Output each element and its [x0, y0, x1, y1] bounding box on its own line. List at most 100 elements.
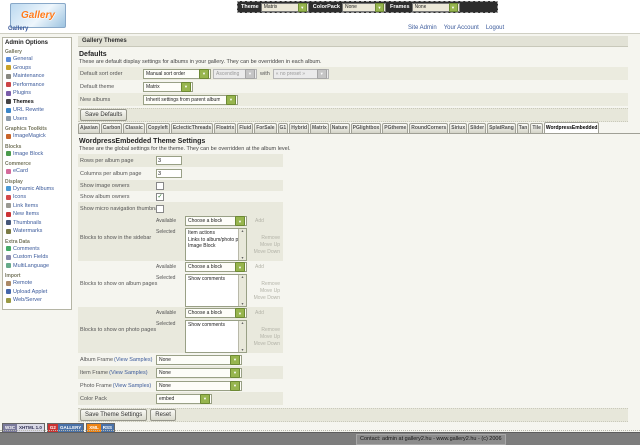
view-samples-link[interactable]: (View Samples)	[114, 356, 153, 363]
columns-per-album-input[interactable]	[156, 169, 182, 178]
tab-matrix[interactable]: Matrix	[310, 123, 329, 133]
sidebar-item-general[interactable]: General	[5, 55, 69, 64]
tab-classic[interactable]: Classic	[123, 123, 145, 133]
listbox-option[interactable]: Show comments	[188, 276, 225, 282]
tab-floatrix[interactable]: Floatrix	[214, 123, 237, 133]
scroll-down-icon[interactable]: ▼	[240, 256, 245, 260]
sidebar-item-remote[interactable]: Remote	[5, 279, 69, 288]
default-theme-select[interactable]: Matrix ▼	[143, 81, 193, 92]
move-up-link[interactable]: Move Up	[259, 241, 280, 248]
link-logout[interactable]: Logout	[485, 25, 505, 31]
sidebar-item-watermarks[interactable]: Watermarks	[5, 227, 69, 236]
scrollbar[interactable]: ▲ ▼	[238, 321, 246, 352]
move-up-link[interactable]: Move Up	[259, 287, 280, 294]
tab-eclecticthreads[interactable]: EclecticThreads	[170, 123, 214, 133]
move-down-link[interactable]: Move Down	[253, 294, 280, 301]
tab-siriux[interactable]: Siriux	[449, 123, 468, 133]
link-your-account[interactable]: Your Account	[443, 25, 479, 31]
scrollbar[interactable]: ▲ ▼	[238, 275, 246, 306]
scroll-up-icon[interactable]: ▲	[240, 275, 245, 279]
gallery-logo[interactable]: Gallery	[10, 3, 66, 28]
tab-g1[interactable]: G1	[277, 123, 289, 133]
view-samples-link[interactable]: (View Samples)	[112, 382, 152, 389]
tab-nature[interactable]: Nature	[329, 123, 350, 133]
rows-per-album-input[interactable]	[156, 156, 182, 165]
scrollbar[interactable]: ▲ ▼	[238, 229, 246, 260]
sidebar-item-link-items[interactable]: Link Items	[5, 202, 69, 211]
listbox-option[interactable]: Item actions	[188, 230, 215, 236]
site-theme-select[interactable]: Matrix ▼	[260, 2, 309, 12]
colorpack-select[interactable]: None ▼	[341, 2, 386, 12]
reset-button[interactable]: Reset	[150, 409, 176, 421]
sidebar-item-comments[interactable]: Comments	[5, 245, 69, 254]
choose-block-select[interactable]: Choose a block ▼	[185, 308, 247, 318]
tab-carbon[interactable]: Carbon	[100, 123, 123, 133]
tab-fluid[interactable]: Fluid	[237, 123, 254, 133]
sidebar-item-groups[interactable]: Groups	[5, 64, 69, 73]
tab-tile[interactable]: Tile	[530, 123, 543, 133]
move-up-link[interactable]: Move Up	[259, 333, 280, 340]
show-image-owners-checkbox[interactable]	[156, 181, 164, 190]
tab-wordpressembedded[interactable]: WordpressEmbedded	[543, 122, 600, 133]
sidebar-item-multilanguage[interactable]: MultiLanguage	[5, 262, 69, 271]
sidebar-item-thumbnails[interactable]: Thumbnails	[5, 219, 69, 228]
new-albums-select[interactable]: Inherit settings from parent album ▼	[143, 94, 238, 105]
tab-pglightbox[interactable]: PGlightbox	[350, 123, 382, 133]
show-album-owners-checkbox[interactable]: ✓	[156, 192, 164, 201]
add-link[interactable]: Add	[255, 310, 264, 316]
scroll-down-icon[interactable]: ▼	[240, 348, 245, 352]
save-defaults-button[interactable]: Save Defaults	[80, 109, 128, 121]
tab-tan[interactable]: Tan	[516, 123, 530, 133]
tab-forsale[interactable]: ForSale	[254, 123, 277, 133]
choose-block-select[interactable]: Choose a block ▼	[185, 216, 247, 226]
listbox-option[interactable]: Image Block	[188, 243, 216, 249]
remove-link[interactable]: Remove	[261, 326, 280, 333]
frames-select[interactable]: None ▼	[411, 2, 460, 12]
add-link[interactable]: Add	[255, 218, 264, 224]
album-frame-select[interactable]: None ▼	[156, 354, 242, 365]
sidebar-item-custom-fields[interactable]: Custom Fields	[5, 253, 69, 262]
tab-roundcorners[interactable]: RoundCorners	[409, 123, 449, 133]
sidebar-item-web-server[interactable]: Web/Server	[5, 296, 69, 305]
color-pack-select[interactable]: embed ▼	[156, 393, 212, 404]
tab-splatrang[interactable]: SplatRang	[487, 123, 516, 133]
sidebar-item-maintenance[interactable]: Maintenance	[5, 72, 69, 81]
sidebar-item-performance[interactable]: Performance	[5, 81, 69, 90]
photo-frame-select[interactable]: None ▼	[156, 380, 242, 391]
tab-slider[interactable]: Slider	[468, 123, 487, 133]
sidebar-item-icons[interactable]: Icons	[5, 193, 69, 202]
album-blocks-listbox[interactable]: ▲ ▼ Show comments	[185, 274, 247, 307]
sidebar-item-new-items[interactable]: New Items	[5, 210, 69, 219]
photo-blocks-listbox[interactable]: ▲ ▼ Show comments	[185, 320, 247, 353]
tab-pgtheme[interactable]: PGtheme	[382, 123, 409, 133]
sidebar-item-url-rewrite[interactable]: URL Rewrite	[5, 106, 69, 115]
sidebar-item-imagemagick[interactable]: ImageMagick	[5, 132, 69, 141]
show-micro-nav-checkbox[interactable]	[156, 204, 164, 213]
sidebar-item-dynamic-albums[interactable]: Dynamic Albums	[5, 185, 69, 194]
scroll-down-icon[interactable]: ▼	[240, 302, 245, 306]
sidebar-item-themes[interactable]: Themes	[5, 98, 69, 107]
listbox-option[interactable]: Show comments	[188, 322, 225, 328]
listbox-option[interactable]: Links to album/photo peers	[188, 236, 238, 243]
sidebar-item-plugins[interactable]: Plugins	[5, 89, 69, 98]
view-samples-link[interactable]: (View Samples)	[109, 369, 148, 376]
sidebar-item-upload-applet[interactable]: Upload Applet	[5, 288, 69, 297]
move-down-link[interactable]: Move Down	[253, 340, 280, 347]
default-sort-order-select[interactable]: Manual sort order ▼	[143, 68, 211, 79]
sidebar-item-image-block[interactable]: Image Block	[5, 150, 69, 159]
scroll-up-icon[interactable]: ▲	[240, 229, 245, 233]
choose-block-select[interactable]: Choose a block ▼	[185, 262, 247, 272]
save-theme-settings-button[interactable]: Save Theme Settings	[80, 409, 148, 421]
remove-link[interactable]: Remove	[261, 280, 280, 287]
remove-link[interactable]: Remove	[261, 234, 280, 241]
breadcrumb[interactable]: Gallery	[8, 26, 29, 32]
move-down-link[interactable]: Move Down	[253, 248, 280, 255]
sidebar-item-ecard[interactable]: eCard	[5, 167, 69, 176]
item-frame-select[interactable]: None ▼	[156, 367, 242, 378]
sidebar-item-users[interactable]: Users	[5, 115, 69, 124]
scroll-up-icon[interactable]: ▲	[240, 321, 245, 325]
tab-copyleft[interactable]: Copyleft	[145, 123, 170, 133]
tab-hybrid[interactable]: Hybrid	[289, 123, 310, 133]
tab-ajaxian[interactable]: Ajaxian	[78, 123, 100, 133]
